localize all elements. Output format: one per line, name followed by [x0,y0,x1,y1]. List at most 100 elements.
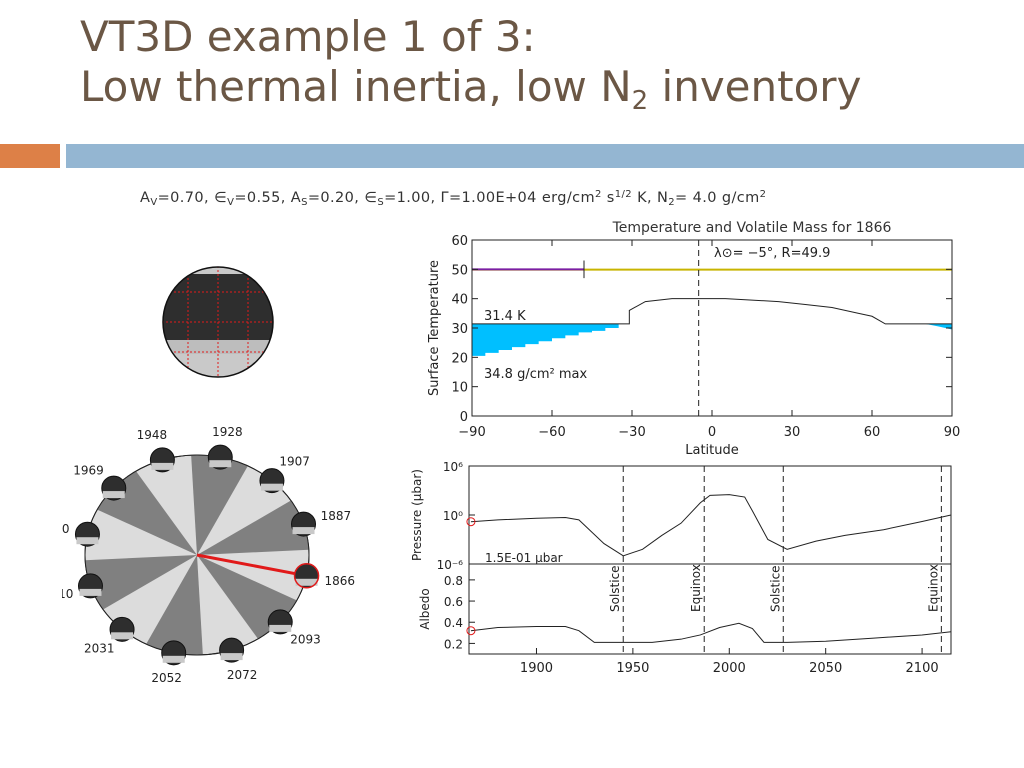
pressure-line [470,494,952,557]
orbit-outline [84,454,310,656]
x-tick-label: −30 [618,425,645,440]
mini-globe-frost [111,632,134,640]
param-ev-sub: V [227,197,235,208]
mini-globe-frost [162,655,185,663]
orbit-year-label: 1907 [279,454,310,468]
x-axis-label: Latitude [685,443,739,458]
title-line-2: Low thermal inertia, low N [80,62,632,111]
pressure-annotation: 1.5E-01 μbar [485,551,563,565]
x-tick-label: 60 [864,425,881,440]
pressure-y-tick-label: 10⁻⁶ [437,558,464,572]
param-av-sub: V [150,197,158,208]
globe-outline [162,266,274,378]
orbit-globe-1969 [101,475,127,501]
orbit-globe-1887 [291,511,317,537]
mini-globe-frost [79,588,102,596]
orbit-year-label: 1948 [137,428,168,442]
pressure-y-tick-label: 10⁰ [443,509,463,523]
param-n2-sup: 2 [759,189,767,200]
season-label: Solstice [608,565,622,612]
orbit-year-label: 2031 [84,642,115,656]
season-label: Solstice [768,565,782,612]
param-gamma: Γ=1.00E+04 erg/cm [440,190,596,206]
orbit-year-label: 1969 [73,464,104,478]
year-tick-label: 1900 [520,661,553,676]
y-tick-label: 40 [451,293,468,308]
temperature-chart: Temperature and Volatile Mass for 1866 −9… [427,220,961,458]
pressure-y-tick-label: 10⁶ [443,460,463,474]
mini-globe-frost [269,624,292,632]
x-tick-label: 30 [784,425,801,440]
param-as-value: =0.20, [307,190,365,206]
year-tick-label: 2050 [809,661,842,676]
pressure-frame [468,465,952,565]
slide-title: VT3D example 1 of 3: Low thermal inertia… [80,12,862,114]
accent-bar-orange [0,144,60,168]
orbit-wedge [191,455,248,555]
title-line-2-end: inventory [648,62,862,111]
param-n2-label: N [657,190,669,206]
globe-diagram [162,266,274,378]
year-tick-label: 1950 [616,661,649,676]
orbit-year-label: 1990 [62,522,69,536]
orbit-globe-2031 [109,616,135,642]
orbit-year-label: 1866 [325,574,356,588]
mini-globe-frost [151,462,174,470]
param-gamma-end: K, [632,190,657,206]
orbit-globe-1948 [149,447,175,473]
mini-globe-frost [292,527,315,535]
orbit-year-label: 1928 [212,425,243,439]
mini-globe-frost [209,460,232,468]
param-n2-value: = 4.0 g/cm [675,190,760,206]
orbit-wedge [197,500,309,555]
albedo-current-marker [466,626,476,636]
title-subscript: 2 [631,86,649,116]
accent-bar-blue [66,144,1024,168]
albedo-y-tick-label: 0.4 [444,616,463,630]
param-ev-label: ∈ [214,190,228,206]
mini-globe-frost [102,491,125,499]
x-tick-label: −60 [538,425,565,440]
param-as-label: A [290,190,302,206]
orbit-globe-2052 [161,640,187,666]
mini-globe-frost [76,537,99,545]
x-tick-label: −90 [458,425,485,440]
albedo-y-tick-label: 0.6 [444,595,463,609]
albedo-frame [468,563,952,655]
orbit-globe-1907 [259,468,285,494]
y-tick-label: 0 [460,410,468,425]
param-as-sub: S [301,197,308,208]
globe-grid [163,267,273,377]
volatile-fill-left [472,323,630,359]
orbit-wedge [85,555,197,610]
param-es-label: ∈ [364,190,378,206]
orbit-year-label: 2072 [227,668,258,682]
y-tick-label: 20 [451,351,468,366]
param-ev-value: =0.55, [234,190,291,206]
year-tick-label: 2000 [713,661,746,676]
current-position-line [196,553,307,578]
param-gamma-sup2: 1/2 [614,189,633,200]
orbit-globe-1990 [74,521,100,547]
y-tick-label: 60 [451,234,468,249]
orbit-year-label: 2010 [62,587,73,601]
x-tick-label: 90 [944,425,961,440]
albedo-line [470,622,952,643]
orbit-diagram: 1948 1928 1907 1887 1866 2093 2072 2052 2031 2010… [62,425,356,685]
orbit-year-label: 2093 [290,632,321,646]
x-tick-label: 0 [708,425,716,440]
orbit-globe-2093 [267,609,293,635]
mini-globe-highlight [293,563,320,589]
orbit-globe-2010 [77,573,103,599]
param-av-value: =0.70, [157,190,215,206]
chart-title: Temperature and Volatile Mass for 1866 [612,220,892,236]
param-gamma-mid: s [601,190,615,206]
param-n2-sub: 2 [668,197,676,208]
param-av-label: A [140,190,151,206]
y-tick-label: 50 [451,263,468,278]
y-tick-label: 10 [451,381,468,396]
mini-globe-frost [220,653,243,661]
mini-globe-frost [295,578,318,586]
param-es-sub: S [377,197,385,208]
season-label: Equinox [689,564,703,612]
